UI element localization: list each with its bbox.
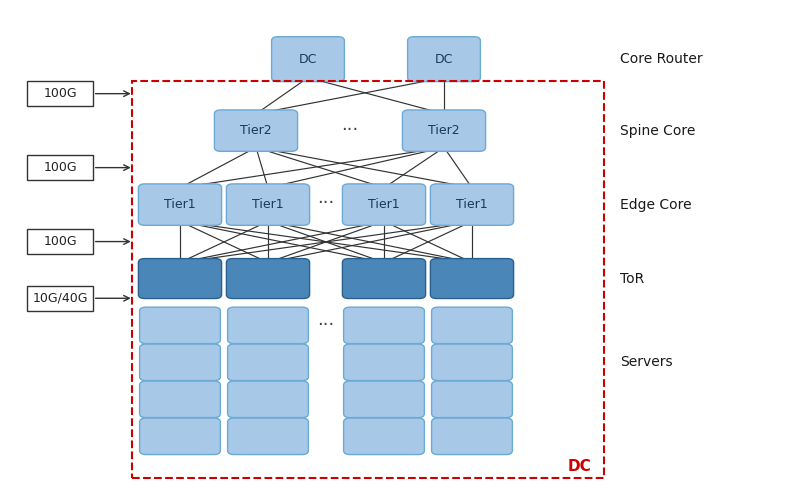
- FancyBboxPatch shape: [344, 418, 424, 455]
- Bar: [132, 81, 604, 478]
- FancyBboxPatch shape: [228, 344, 309, 381]
- Text: Tier1: Tier1: [368, 198, 400, 211]
- Text: Tier1: Tier1: [164, 198, 196, 211]
- Text: ···: ···: [341, 121, 358, 139]
- FancyBboxPatch shape: [226, 184, 310, 225]
- Bar: [27, 286, 93, 311]
- Text: DC: DC: [435, 53, 453, 66]
- FancyBboxPatch shape: [430, 258, 514, 299]
- FancyBboxPatch shape: [430, 184, 514, 225]
- Text: Edge Core: Edge Core: [620, 198, 692, 211]
- FancyBboxPatch shape: [402, 110, 486, 151]
- FancyBboxPatch shape: [342, 258, 426, 299]
- FancyBboxPatch shape: [226, 258, 310, 299]
- Text: Core Router: Core Router: [620, 52, 702, 66]
- Text: ···: ···: [318, 194, 334, 212]
- Bar: [27, 81, 93, 106]
- Text: Servers: Servers: [620, 355, 673, 369]
- Text: ToR: ToR: [620, 272, 644, 285]
- FancyBboxPatch shape: [432, 418, 512, 455]
- FancyBboxPatch shape: [432, 307, 512, 344]
- Bar: [27, 229, 93, 254]
- FancyBboxPatch shape: [272, 37, 344, 81]
- Text: Tier2: Tier2: [240, 124, 272, 137]
- Text: ···: ···: [318, 317, 334, 334]
- FancyBboxPatch shape: [228, 381, 309, 418]
- Text: 10G/40G: 10G/40G: [32, 292, 88, 305]
- Text: DC: DC: [299, 53, 317, 66]
- FancyBboxPatch shape: [138, 184, 222, 225]
- Text: Tier1: Tier1: [456, 198, 488, 211]
- Text: 100G: 100G: [43, 161, 77, 174]
- Text: DC: DC: [568, 459, 592, 474]
- Text: 100G: 100G: [43, 235, 77, 248]
- FancyBboxPatch shape: [139, 418, 220, 455]
- FancyBboxPatch shape: [408, 37, 480, 81]
- FancyBboxPatch shape: [214, 110, 298, 151]
- Text: Tier1: Tier1: [252, 198, 284, 211]
- FancyBboxPatch shape: [342, 184, 426, 225]
- FancyBboxPatch shape: [139, 381, 220, 418]
- FancyBboxPatch shape: [344, 344, 424, 381]
- FancyBboxPatch shape: [432, 344, 512, 381]
- FancyBboxPatch shape: [139, 307, 220, 344]
- FancyBboxPatch shape: [432, 381, 512, 418]
- Text: 100G: 100G: [43, 87, 77, 100]
- FancyBboxPatch shape: [228, 418, 309, 455]
- FancyBboxPatch shape: [344, 381, 424, 418]
- FancyBboxPatch shape: [344, 307, 424, 344]
- Text: Spine Core: Spine Core: [620, 124, 695, 138]
- FancyBboxPatch shape: [139, 344, 220, 381]
- Bar: [27, 155, 93, 180]
- FancyBboxPatch shape: [228, 307, 309, 344]
- FancyBboxPatch shape: [138, 258, 222, 299]
- Text: Tier2: Tier2: [428, 124, 460, 137]
